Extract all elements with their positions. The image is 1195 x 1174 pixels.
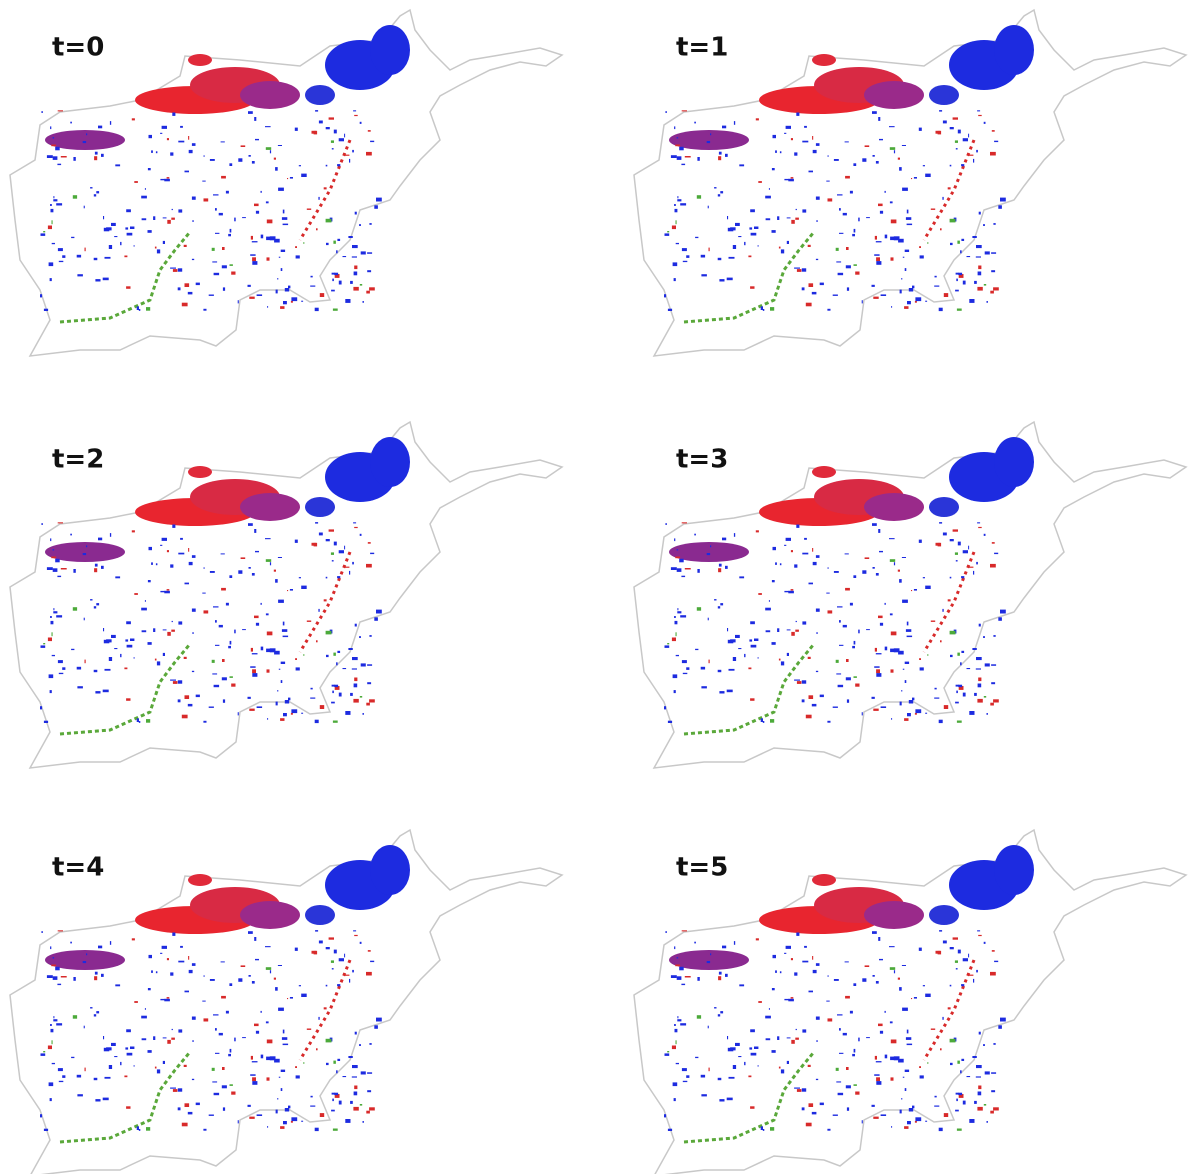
map-panel: t=5 (632, 828, 1188, 1174)
panel-label: t=0 (52, 33, 104, 63)
map-panel: t=4 (8, 828, 564, 1174)
map-panel: t=0 (8, 8, 564, 358)
panel-label: t=3 (676, 445, 728, 475)
panel-label: t=5 (676, 853, 728, 883)
panel-label: t=2 (52, 445, 104, 475)
panel-label: t=4 (52, 853, 104, 883)
map-panel: t=1 (632, 8, 1188, 358)
panel-label: t=1 (676, 33, 728, 63)
map-panel: t=3 (632, 420, 1188, 770)
map-panel: t=2 (8, 420, 564, 770)
